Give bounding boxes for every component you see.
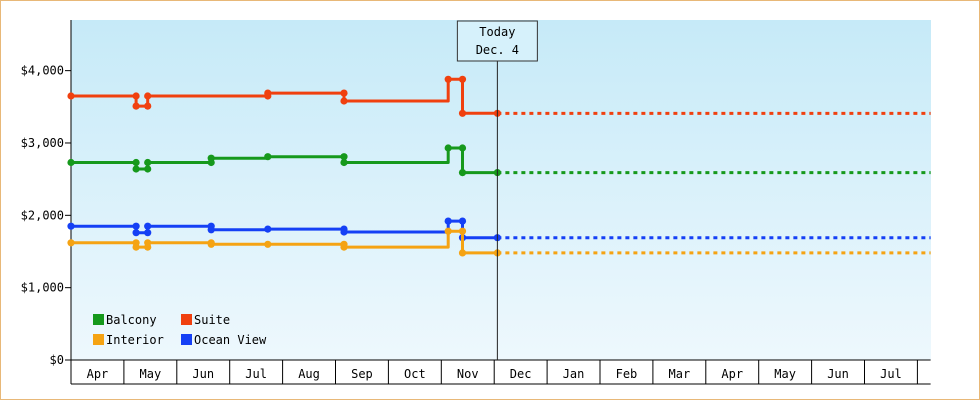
x-tick-label: Mar — [669, 367, 691, 381]
x-tick-label: Jun — [827, 367, 849, 381]
today-marker: Today Dec. 4 — [456, 20, 538, 360]
data-point-balcony — [444, 144, 452, 152]
data-point-balcony — [132, 158, 140, 167]
y-tick-label: $0 — [50, 353, 64, 367]
data-point-balcony — [340, 153, 348, 161]
series-suite — [67, 75, 931, 117]
x-tick-label: May — [140, 367, 162, 381]
series-balcony — [67, 144, 931, 177]
x-tick-label: Feb — [616, 367, 638, 381]
data-point-suite — [144, 92, 152, 100]
data-point-interior — [207, 240, 215, 248]
x-tick-label: Apr — [87, 367, 109, 381]
y-tick-label: $2,000 — [21, 208, 64, 222]
data-point-ocean-view — [264, 225, 272, 233]
data-point-balcony — [458, 144, 467, 152]
legend-label-interior: Interior — [106, 333, 164, 347]
x-tick-label: Jun — [192, 367, 214, 381]
data-point-ocean-view — [132, 222, 140, 230]
data-point-balcony — [340, 158, 348, 167]
legend-label-balcony: Balcony — [106, 313, 157, 327]
x-tick-label: Oct — [404, 367, 426, 381]
data-point-interior — [444, 227, 452, 235]
x-tick-label: May — [774, 367, 796, 381]
x-axis: Apr May Jun Jul Aug Sep Oct Nov Dec Jan Feb Mar Apr M… — [70, 359, 931, 385]
data-point-suite — [340, 97, 348, 105]
data-point-balcony — [132, 165, 140, 173]
data-point-balcony — [67, 158, 75, 167]
data-point-balcony — [207, 154, 215, 162]
x-tick-label: Nov — [457, 367, 479, 381]
data-point-ocean-view — [207, 226, 215, 234]
data-point-balcony — [264, 153, 272, 161]
data-point-suite — [132, 102, 140, 110]
data-point-interior — [132, 243, 140, 251]
legend-swatch-interior — [93, 334, 104, 345]
data-point-interior — [264, 240, 272, 248]
data-point-ocean-view — [340, 228, 348, 236]
data-point-suite — [67, 92, 75, 100]
today-label-box — [456, 20, 538, 62]
y-tick-label: $4,000 — [21, 64, 64, 78]
x-tick-label: Jul — [245, 367, 267, 381]
x-tick-label: Aug — [298, 367, 320, 381]
x-tick-label: Dec — [510, 367, 532, 381]
data-point-ocean-view — [444, 217, 452, 225]
data-point-suite — [458, 109, 467, 117]
legend-swatch-balcony — [93, 314, 104, 325]
legend-swatch-ocean-view — [181, 334, 192, 345]
data-point-suite — [340, 89, 348, 97]
data-point-ocean-view — [458, 217, 467, 225]
series-layer — [67, 75, 931, 257]
plot-background — [71, 20, 931, 360]
x-tick-label: Jan — [563, 367, 585, 381]
data-point-suite — [264, 89, 272, 97]
x-tick-label: Sep — [351, 367, 373, 381]
y-tick-label: $3,000 — [21, 136, 64, 150]
data-point-interior — [340, 243, 348, 251]
data-point-suite — [144, 102, 152, 110]
legend: Balcony Suite Interior Ocean View — [93, 313, 267, 347]
data-point-interior — [67, 239, 75, 247]
data-point-suite — [458, 75, 467, 83]
y-tick-label: $1,000 — [21, 281, 64, 295]
data-point-balcony — [458, 169, 467, 177]
data-point-balcony — [144, 165, 152, 173]
data-point-balcony — [144, 158, 152, 167]
legend-swatch-suite — [181, 314, 192, 325]
series-interior — [67, 227, 931, 257]
today-label: Today — [479, 25, 515, 39]
y-axis: $0 $1,000 $2,000 $3,000 $4,000 — [21, 20, 72, 367]
x-tick-label: Jul — [880, 367, 902, 381]
data-point-interior — [144, 239, 152, 247]
data-point-suite — [444, 75, 452, 83]
data-point-ocean-view — [144, 222, 152, 230]
data-point-ocean-view — [144, 229, 152, 237]
legend-label-ocean-view: Ocean View — [194, 333, 267, 347]
data-point-suite — [132, 92, 140, 100]
data-point-ocean-view — [132, 229, 140, 237]
data-point-ocean-view — [67, 222, 75, 230]
data-point-interior — [458, 249, 467, 257]
x-tick-label: Apr — [721, 367, 743, 381]
data-point-interior — [458, 227, 467, 235]
legend-label-suite: Suite — [194, 313, 230, 327]
today-date: Dec. 4 — [476, 43, 519, 57]
series-ocean-view — [67, 217, 931, 242]
